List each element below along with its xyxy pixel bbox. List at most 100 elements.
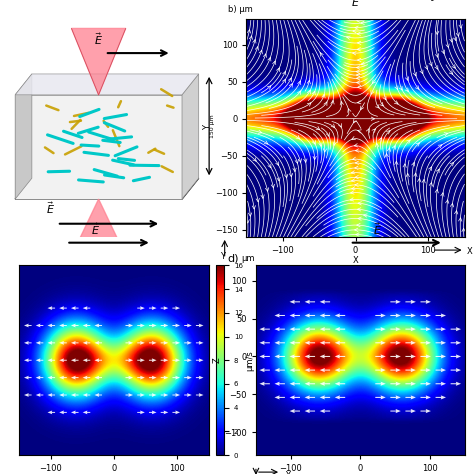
FancyArrowPatch shape: [304, 159, 307, 163]
FancyArrowPatch shape: [353, 29, 356, 33]
FancyArrowPatch shape: [450, 38, 453, 42]
Text: $\vec{E}$: $\vec{E}$: [46, 201, 55, 216]
Text: X: X: [467, 247, 473, 256]
FancyArrowPatch shape: [261, 195, 264, 198]
FancyArrowPatch shape: [394, 101, 398, 104]
FancyArrowPatch shape: [351, 171, 355, 174]
FancyArrowPatch shape: [353, 52, 356, 55]
FancyArrowPatch shape: [387, 148, 391, 152]
FancyArrowPatch shape: [256, 198, 259, 202]
FancyArrowPatch shape: [351, 191, 354, 194]
FancyArrowPatch shape: [307, 90, 310, 94]
Text: $\vec{E}$: $\vec{E}$: [91, 221, 100, 237]
FancyArrowPatch shape: [425, 65, 428, 69]
FancyArrowPatch shape: [273, 61, 276, 64]
FancyArrowPatch shape: [449, 71, 453, 74]
FancyArrowPatch shape: [356, 73, 360, 77]
FancyArrowPatch shape: [264, 141, 268, 144]
FancyArrowPatch shape: [395, 86, 398, 90]
FancyArrowPatch shape: [252, 206, 255, 209]
FancyArrowPatch shape: [462, 228, 465, 232]
FancyArrowPatch shape: [346, 36, 350, 39]
FancyArrowPatch shape: [324, 102, 327, 106]
FancyArrowPatch shape: [352, 179, 355, 182]
FancyArrowPatch shape: [354, 119, 356, 123]
FancyArrowPatch shape: [268, 164, 271, 168]
FancyArrowPatch shape: [371, 91, 374, 94]
FancyArrowPatch shape: [455, 210, 458, 214]
Text: 150 μm: 150 μm: [210, 114, 215, 138]
FancyArrowPatch shape: [322, 94, 325, 98]
Text: μm: μm: [242, 254, 255, 263]
FancyArrowPatch shape: [284, 174, 288, 178]
FancyArrowPatch shape: [298, 81, 301, 85]
FancyArrowPatch shape: [438, 145, 442, 148]
FancyArrowPatch shape: [356, 233, 359, 236]
FancyArrowPatch shape: [296, 136, 300, 139]
FancyArrowPatch shape: [277, 177, 280, 181]
FancyArrowPatch shape: [276, 162, 279, 165]
Text: d): d): [228, 253, 239, 263]
FancyArrowPatch shape: [357, 32, 360, 36]
FancyArrowPatch shape: [416, 143, 419, 146]
FancyArrowPatch shape: [356, 70, 359, 73]
FancyArrowPatch shape: [450, 203, 454, 207]
FancyArrowPatch shape: [383, 96, 386, 100]
FancyArrowPatch shape: [385, 154, 388, 157]
FancyArrowPatch shape: [319, 143, 322, 146]
FancyArrowPatch shape: [316, 127, 319, 130]
FancyArrowPatch shape: [435, 54, 438, 57]
FancyArrowPatch shape: [331, 100, 334, 104]
FancyArrowPatch shape: [352, 187, 355, 190]
FancyArrowPatch shape: [355, 183, 358, 186]
FancyArrowPatch shape: [355, 228, 358, 231]
Polygon shape: [15, 178, 199, 199]
Polygon shape: [15, 95, 182, 199]
FancyArrowPatch shape: [312, 140, 315, 144]
FancyArrowPatch shape: [386, 131, 390, 134]
FancyArrowPatch shape: [422, 180, 425, 183]
FancyArrowPatch shape: [442, 50, 445, 54]
Polygon shape: [182, 74, 199, 199]
FancyArrowPatch shape: [379, 138, 382, 142]
FancyArrowPatch shape: [428, 167, 432, 171]
FancyArrowPatch shape: [259, 50, 263, 54]
Polygon shape: [15, 74, 32, 199]
FancyArrowPatch shape: [429, 62, 432, 66]
FancyArrowPatch shape: [414, 173, 417, 177]
FancyArrowPatch shape: [435, 190, 438, 193]
FancyArrowPatch shape: [407, 140, 410, 144]
FancyArrowPatch shape: [375, 143, 379, 147]
FancyArrowPatch shape: [246, 219, 249, 223]
FancyArrowPatch shape: [361, 62, 365, 65]
FancyArrowPatch shape: [357, 223, 360, 227]
FancyArrowPatch shape: [373, 80, 376, 83]
FancyArrowPatch shape: [358, 217, 361, 220]
FancyArrowPatch shape: [456, 33, 459, 36]
FancyArrowPatch shape: [307, 80, 310, 84]
FancyArrowPatch shape: [418, 178, 421, 182]
FancyArrowPatch shape: [452, 64, 456, 68]
FancyArrowPatch shape: [353, 157, 356, 160]
FancyArrowPatch shape: [340, 101, 344, 105]
FancyArrowPatch shape: [255, 46, 258, 50]
FancyArrowPatch shape: [356, 81, 360, 84]
FancyArrowPatch shape: [354, 144, 358, 147]
FancyArrowPatch shape: [355, 166, 358, 169]
FancyArrowPatch shape: [392, 146, 395, 149]
FancyArrowPatch shape: [405, 88, 409, 91]
FancyArrowPatch shape: [338, 124, 341, 127]
FancyArrowPatch shape: [333, 142, 336, 146]
FancyArrowPatch shape: [372, 129, 375, 132]
FancyArrowPatch shape: [450, 163, 454, 166]
FancyArrowPatch shape: [312, 91, 315, 95]
FancyArrowPatch shape: [446, 200, 449, 203]
FancyArrowPatch shape: [271, 184, 274, 188]
FancyArrowPatch shape: [366, 128, 369, 132]
FancyArrowPatch shape: [288, 78, 292, 82]
Text: $\vec{E}$: $\vec{E}$: [351, 0, 360, 9]
FancyArrowPatch shape: [248, 213, 252, 216]
FancyArrowPatch shape: [371, 117, 374, 120]
FancyArrowPatch shape: [289, 173, 292, 177]
FancyArrowPatch shape: [413, 72, 416, 76]
